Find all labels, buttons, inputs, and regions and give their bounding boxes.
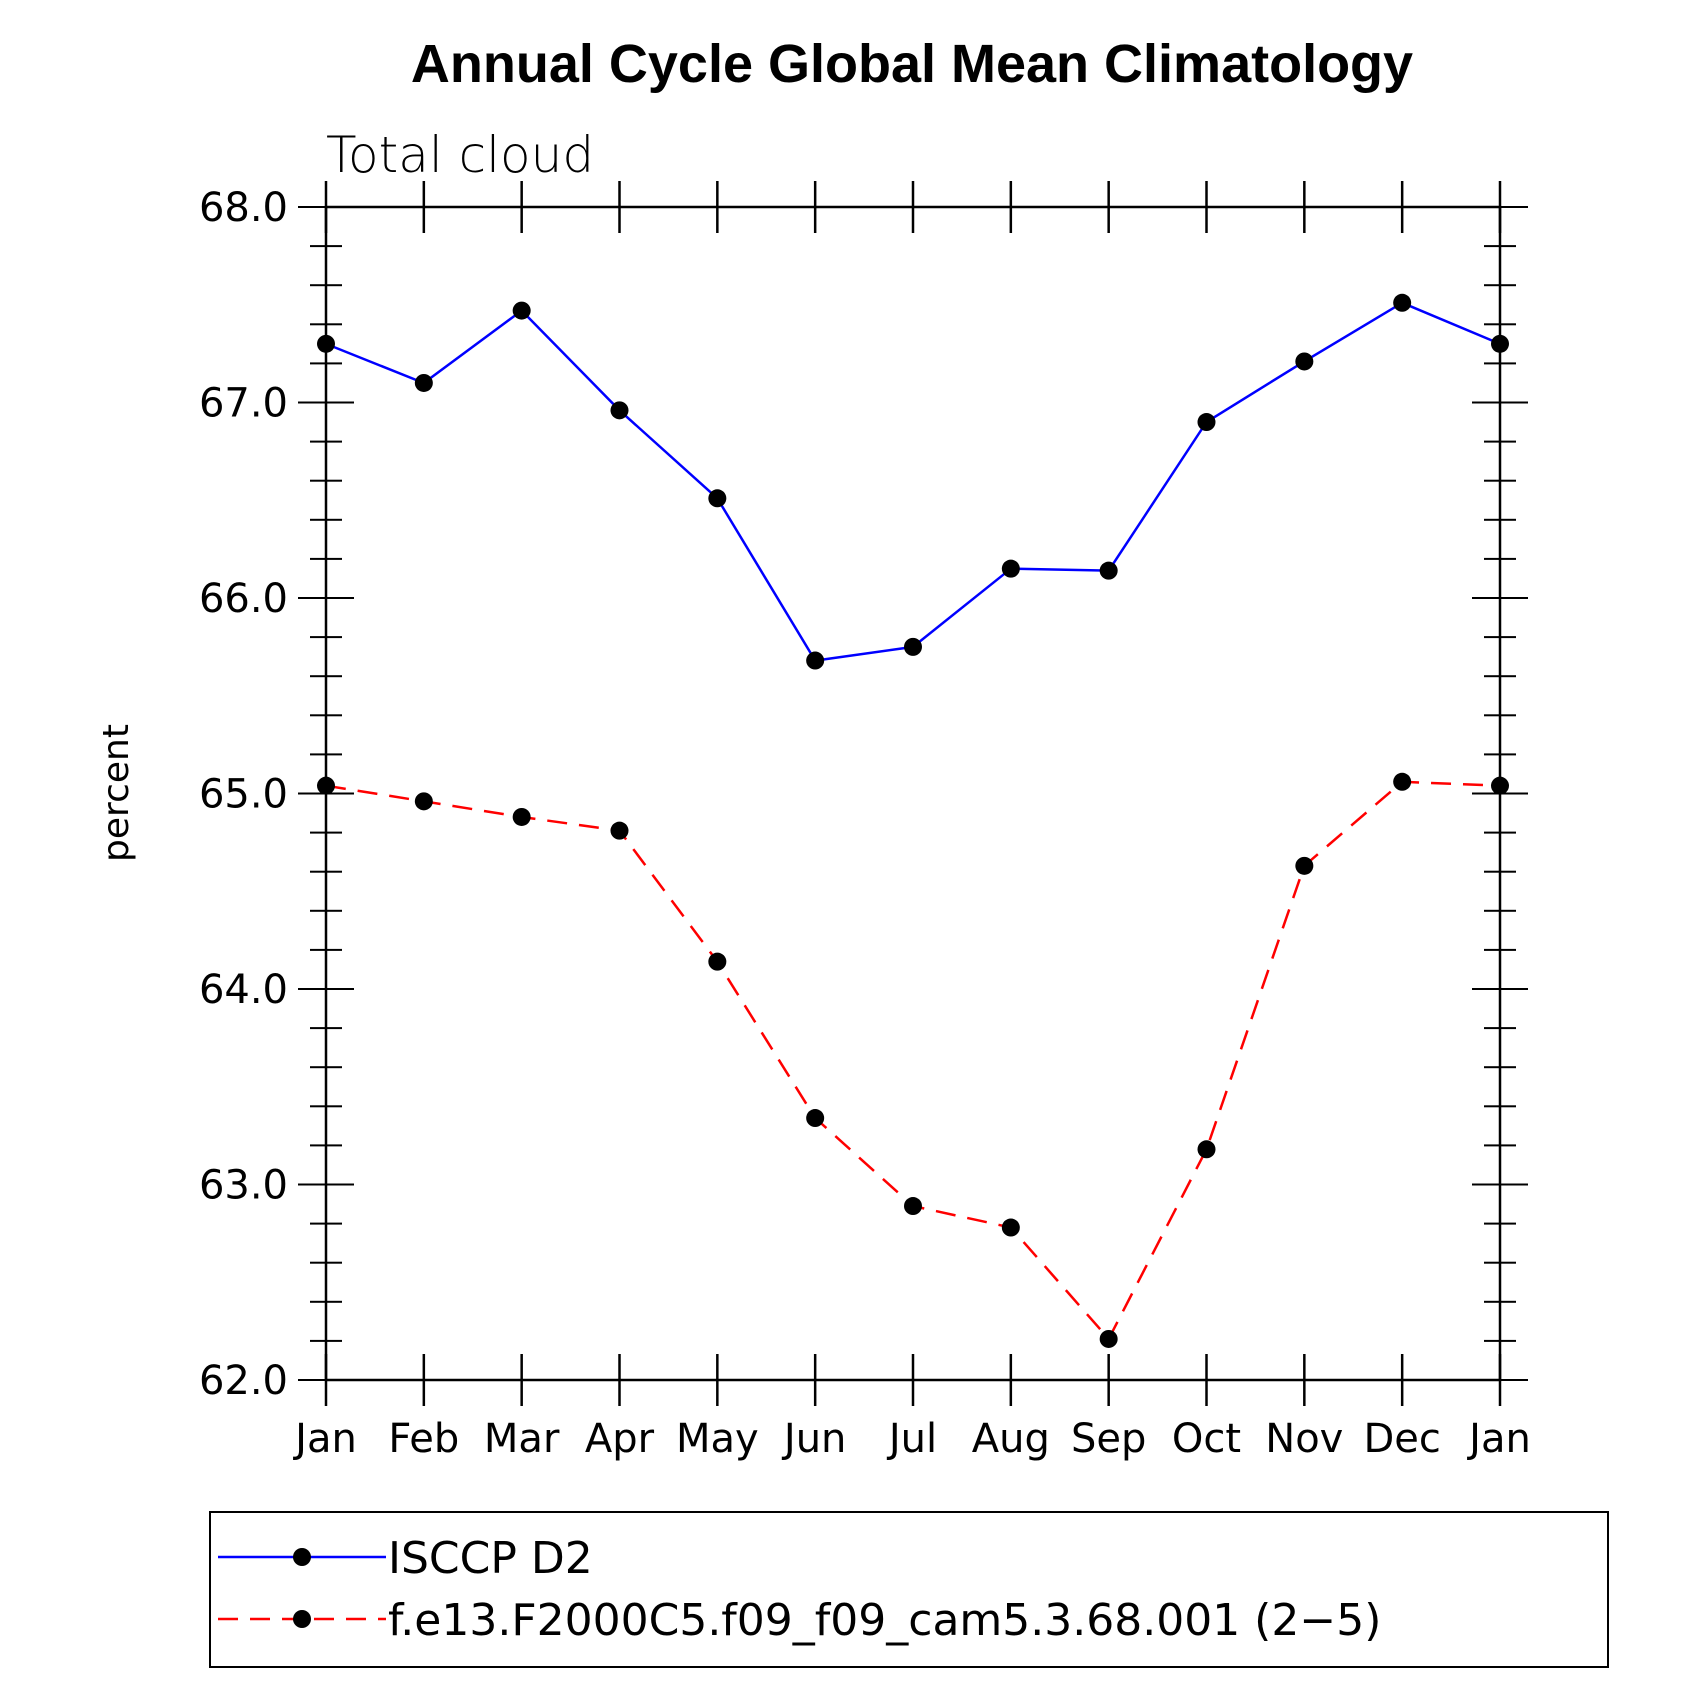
legend-marker-model: [293, 1610, 311, 1628]
data-point-series-0: [1001, 559, 1020, 578]
data-point-series-0: [1393, 293, 1412, 312]
data-point-series-1: [1197, 1140, 1216, 1159]
data-point-series-1: [610, 821, 629, 840]
x-tick-label: Jan: [292, 1416, 357, 1462]
x-tick-labels: Jan Feb Mar Apr May Jun Jul Aug Sep Oct Nov Dec Jan: [292, 1416, 1531, 1462]
y-tick-label: 67.0: [199, 381, 288, 427]
x-tick-label: Sep: [1071, 1416, 1146, 1462]
x-tick-label: Jul: [886, 1416, 937, 1462]
data-point-series-0: [904, 637, 922, 656]
legend-label-model: f.e13.F2000C5.f09_f09_cam5.3.68.001 (2−5…: [388, 1595, 1381, 1646]
y-tick-label: 64.0: [199, 967, 288, 1013]
legend: ISCCP D2 f.e13.F2000C5.f09_f09_cam5.3.68…: [209, 1511, 1609, 1668]
x-tick-label: Nov: [1265, 1416, 1343, 1462]
data-point-series-0: [806, 651, 825, 670]
series-lines: [325, 301, 1501, 1342]
data-point-series-1: [1001, 1218, 1020, 1237]
legend-marker-isccp: [293, 1548, 311, 1566]
data-point-series-0: [610, 401, 629, 420]
x-tick-label: May: [676, 1416, 759, 1462]
data-point-series-1: [806, 1109, 825, 1128]
y-tick-label: 63.0: [199, 1163, 288, 1209]
data-point-series-1: [414, 792, 433, 811]
data-point-series-0: [1197, 413, 1216, 432]
data-point-series-0: [1295, 352, 1314, 371]
chart-title: Annual Cycle Global Mean Climatology: [411, 34, 1413, 94]
axis-ticks: [298, 181, 1528, 1406]
x-tick-label: Mar: [484, 1416, 560, 1462]
data-point-series-0: [414, 373, 433, 392]
data-point-series-1: [512, 807, 531, 826]
y-tick-label: 62.0: [199, 1358, 288, 1404]
y-tick-label: 65.0: [199, 772, 288, 818]
x-tick-label: Oct: [1172, 1416, 1241, 1462]
x-tick-label: Feb: [388, 1416, 459, 1462]
x-tick-label: Apr: [585, 1416, 655, 1462]
data-point-series-1: [1491, 776, 1509, 795]
data-point-series-1: [1393, 772, 1412, 791]
legend-box: [209, 1511, 1609, 1668]
legend-label-isccp: ISCCP D2: [388, 1533, 593, 1584]
x-tick-label: Jun: [781, 1416, 847, 1462]
series-line-1: [325, 780, 1501, 1342]
data-point-series-0: [512, 301, 531, 320]
series-points: [317, 293, 1509, 1348]
data-point-series-1: [1295, 856, 1314, 875]
y-tick-label: 66.0: [199, 576, 288, 622]
x-tick-label: Aug: [972, 1416, 1050, 1462]
data-point-series-1: [1099, 1329, 1118, 1348]
x-tick-label: Dec: [1363, 1416, 1440, 1462]
series-line-0: [325, 301, 1501, 662]
y-tick-labels: 62.0 63.0 64.0 65.0 66.0 67.0 68.0: [199, 185, 288, 1404]
data-point-series-0: [1099, 561, 1118, 580]
data-point-series-0: [317, 334, 335, 353]
data-point-series-1: [904, 1197, 922, 1216]
y-tick-label: 68.0: [199, 185, 288, 231]
data-point-series-1: [708, 952, 727, 971]
data-point-series-1: [317, 776, 335, 795]
data-point-series-0: [1491, 334, 1509, 353]
chart-subtitle: Total cloud: [326, 126, 594, 184]
data-point-series-0: [708, 489, 727, 508]
y-axis-label: percent: [96, 724, 137, 862]
x-tick-label: Jan: [1466, 1416, 1531, 1462]
